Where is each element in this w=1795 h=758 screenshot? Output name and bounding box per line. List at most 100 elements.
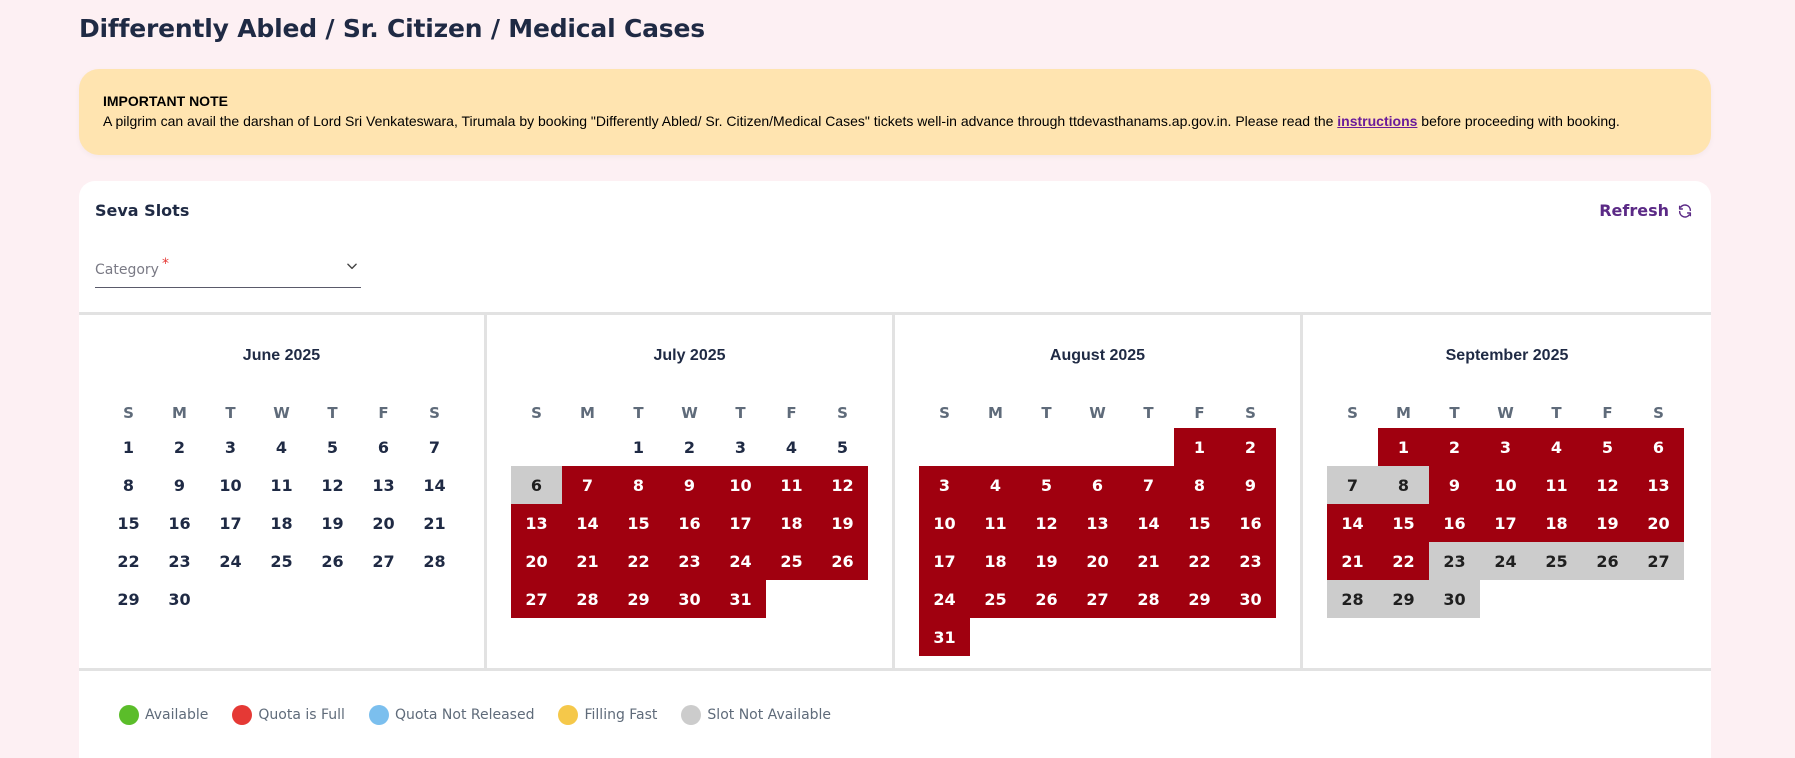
day-quota-full: 12 — [1021, 504, 1072, 542]
day-quota-full: 10 — [715, 466, 766, 504]
day-quota-full: 19 — [817, 504, 868, 542]
day-quota-full: 15 — [1174, 504, 1225, 542]
legend-item: Filling Fast — [558, 705, 657, 725]
day-quota-full: 30 — [1225, 580, 1276, 618]
legend-dot-quota-not-released — [368, 705, 389, 725]
day-cell[interactable]: 7 — [428, 437, 441, 457]
day-cell[interactable]: 18 — [270, 513, 293, 533]
day-quota-full: 17 — [1480, 504, 1531, 542]
day-cell[interactable]: 8 — [122, 475, 135, 495]
day-cell[interactable]: 26 — [321, 551, 344, 571]
day-quota-full: 20 — [511, 542, 562, 580]
day-cell[interactable]: 5 — [326, 437, 339, 457]
weekday-header: W — [1089, 404, 1106, 422]
day-quota-full: 15 — [1378, 504, 1429, 542]
day-cell[interactable]: 23 — [168, 551, 191, 571]
page-title: Differently Abled / Sr. Citizen / Medica… — [79, 14, 705, 43]
day-quota-full: 11 — [766, 466, 817, 504]
day-quota-full: 14 — [562, 504, 613, 542]
day-quota-full: 4 — [970, 466, 1021, 504]
weekday-header: S — [531, 404, 542, 422]
day-cell[interactable]: 1 — [632, 437, 645, 457]
weekday-header: S — [1347, 404, 1358, 422]
day-cell[interactable]: 19 — [321, 513, 344, 533]
weekday-header: T — [1449, 404, 1460, 422]
category-select[interactable]: Category * — [95, 251, 361, 288]
day-cell[interactable]: 9 — [173, 475, 186, 495]
weekday-header: T — [633, 404, 644, 422]
day-cell[interactable]: 4 — [785, 437, 798, 457]
day-cell[interactable]: 3 — [224, 437, 237, 457]
day-cell[interactable]: 22 — [117, 551, 140, 571]
day-quota-full: 22 — [1378, 542, 1429, 580]
month-calendar: August 2025 S M T W T F S 1 2 3 4 5 6 7 8 9 10 11 12 13 14 15… — [895, 315, 1303, 668]
day-cell[interactable]: 4 — [275, 437, 288, 457]
day-quota-full: 15 — [613, 504, 664, 542]
day-quota-full: 22 — [1174, 542, 1225, 580]
month-title: August 2025 — [1049, 347, 1146, 364]
calendars: June 2025 S M T W T F S 1 2 3 4 5 6 7 8 9 10 11 12 13 14 15 16… — [79, 312, 1711, 671]
day-cell[interactable]: 11 — [270, 475, 293, 495]
day-quota-full: 24 — [715, 542, 766, 580]
instructions-link[interactable]: instructions — [1337, 113, 1418, 129]
day-quota-full: 26 — [1021, 580, 1072, 618]
day-quota-full: 9 — [664, 466, 715, 504]
day-quota-full: 25 — [766, 542, 817, 580]
day-cell[interactable]: 27 — [372, 551, 395, 571]
legend-item: Slot Not Available — [681, 705, 831, 725]
day-quota-full: 1 — [1174, 428, 1225, 466]
day-cell[interactable]: 3 — [734, 437, 747, 457]
day-cell[interactable]: 20 — [372, 513, 395, 533]
refresh-button[interactable]: Refresh — [1599, 201, 1693, 220]
chevron-down-icon — [347, 263, 357, 270]
day-slot-not-available: 24 — [1480, 542, 1531, 580]
day-slot-not-available: 25 — [1531, 542, 1582, 580]
day-quota-full: 19 — [1582, 504, 1633, 542]
day-quota-full: 20 — [1633, 504, 1684, 542]
day-cell[interactable]: 24 — [219, 551, 242, 571]
day-cell[interactable]: 6 — [377, 437, 390, 457]
month-title: June 2025 — [242, 347, 321, 364]
day-cell[interactable]: 29 — [117, 589, 140, 609]
weekday-header: T — [225, 404, 236, 422]
day-cell[interactable]: 25 — [270, 551, 293, 571]
day-cell[interactable]: 5 — [836, 437, 849, 457]
day-quota-full: 13 — [1633, 466, 1684, 504]
day-slot-not-available: 26 — [1582, 542, 1633, 580]
day-quota-full: 28 — [562, 580, 613, 618]
day-quota-full: 3 — [919, 466, 970, 504]
empty-cell — [1327, 428, 1378, 466]
empty-cell — [970, 428, 1021, 466]
day-cell[interactable]: 2 — [173, 437, 186, 457]
day-quota-full: 22 — [613, 542, 664, 580]
weekday-header: S — [123, 404, 134, 422]
day-cell[interactable]: 15 — [117, 513, 140, 533]
day-cell[interactable]: 10 — [219, 475, 242, 495]
day-cell[interactable]: 12 — [321, 475, 344, 495]
empty-cell — [1123, 428, 1174, 466]
legend-item: Available — [119, 705, 208, 725]
day-quota-full: 29 — [1174, 580, 1225, 618]
legend-label: Slot Not Available — [707, 707, 832, 723]
day-cell[interactable]: 28 — [423, 551, 446, 571]
weekday-header: F — [1194, 404, 1205, 422]
legend: Available Quota is Full Quota Not Releas… — [119, 705, 831, 725]
legend-item: Quota is Full — [232, 705, 345, 725]
day-cell[interactable]: 21 — [423, 513, 446, 533]
day-cell[interactable]: 2 — [683, 437, 696, 457]
day-cell[interactable]: 13 — [372, 475, 395, 495]
day-quota-full: 21 — [1123, 542, 1174, 580]
month-calendar: June 2025 S M T W T F S 1 2 3 4 5 6 7 8 9 10 11 12 13 14 15 16… — [79, 315, 487, 668]
month-title: September 2025 — [1445, 347, 1569, 364]
note-text-before: A pilgrim can avail the darshan of Lord … — [103, 113, 1338, 129]
day-cell[interactable]: 1 — [122, 437, 135, 457]
day-quota-full: 18 — [1531, 504, 1582, 542]
day-cell[interactable]: 17 — [219, 513, 242, 533]
day-quota-full: 12 — [1582, 466, 1633, 504]
day-cell[interactable]: 30 — [168, 589, 191, 609]
day-slot-not-available: 29 — [1378, 580, 1429, 618]
day-cell[interactable]: 16 — [168, 513, 191, 533]
day-slot-not-available: 23 — [1429, 542, 1480, 580]
refresh-label: Refresh — [1599, 201, 1669, 220]
day-cell[interactable]: 14 — [423, 475, 446, 495]
